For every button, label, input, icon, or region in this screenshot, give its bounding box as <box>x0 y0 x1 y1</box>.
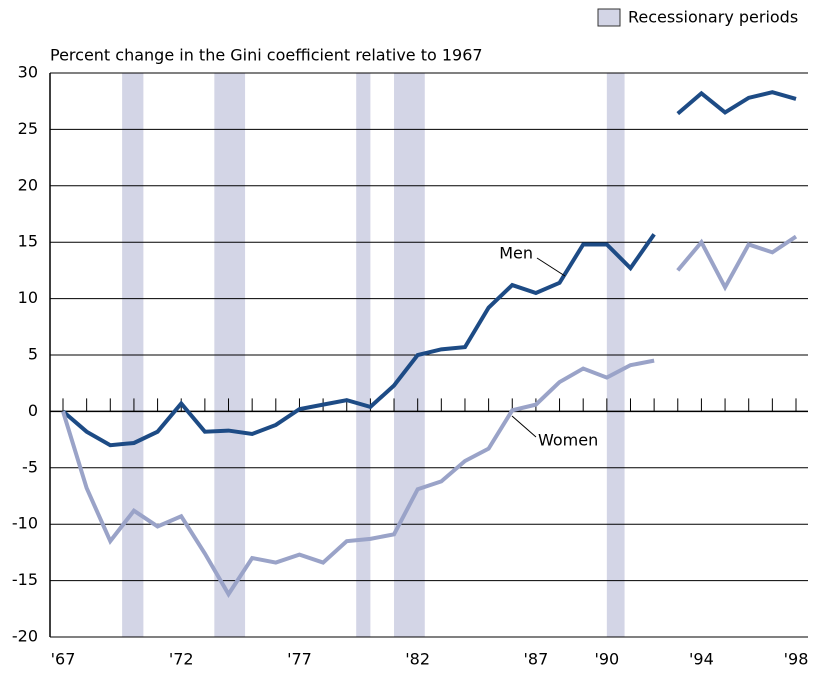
x-tick-label: '87 <box>524 650 549 669</box>
y-tick-label: 5 <box>28 345 38 364</box>
y-tick-label: -5 <box>22 457 38 476</box>
x-tick-label: '77 <box>287 650 312 669</box>
series-line <box>61 358 655 598</box>
series-label: Women <box>538 431 598 450</box>
y-tick-label: -15 <box>12 570 38 589</box>
x-tick-label: '90 <box>594 650 619 669</box>
y-tick-label: 20 <box>18 175 38 194</box>
series-line <box>61 233 656 448</box>
leader-line <box>536 257 566 277</box>
series-line <box>676 90 797 116</box>
y-tick-label: 15 <box>18 232 38 251</box>
x-tick-label: '98 <box>784 650 809 669</box>
leader-line <box>511 415 537 438</box>
x-tick-label: '82 <box>405 650 430 669</box>
y-tick-label: 10 <box>18 288 38 307</box>
x-tick-label: '72 <box>169 650 194 669</box>
y-tick-label: -20 <box>12 627 38 646</box>
series-line <box>676 234 798 292</box>
y-tick-label: 25 <box>18 119 38 138</box>
chart-title: Percent change in the Gini coefficient r… <box>50 46 483 65</box>
legend-label: Recessionary periods <box>628 8 798 27</box>
y-tick-label: -10 <box>12 514 38 533</box>
x-tick-label: '67 <box>51 650 76 669</box>
y-tick-label: 0 <box>28 401 38 420</box>
legend-swatch <box>597 8 621 27</box>
x-tick-label: '94 <box>689 650 714 669</box>
y-tick-label: 30 <box>18 63 38 82</box>
series-label: Men <box>499 244 533 263</box>
